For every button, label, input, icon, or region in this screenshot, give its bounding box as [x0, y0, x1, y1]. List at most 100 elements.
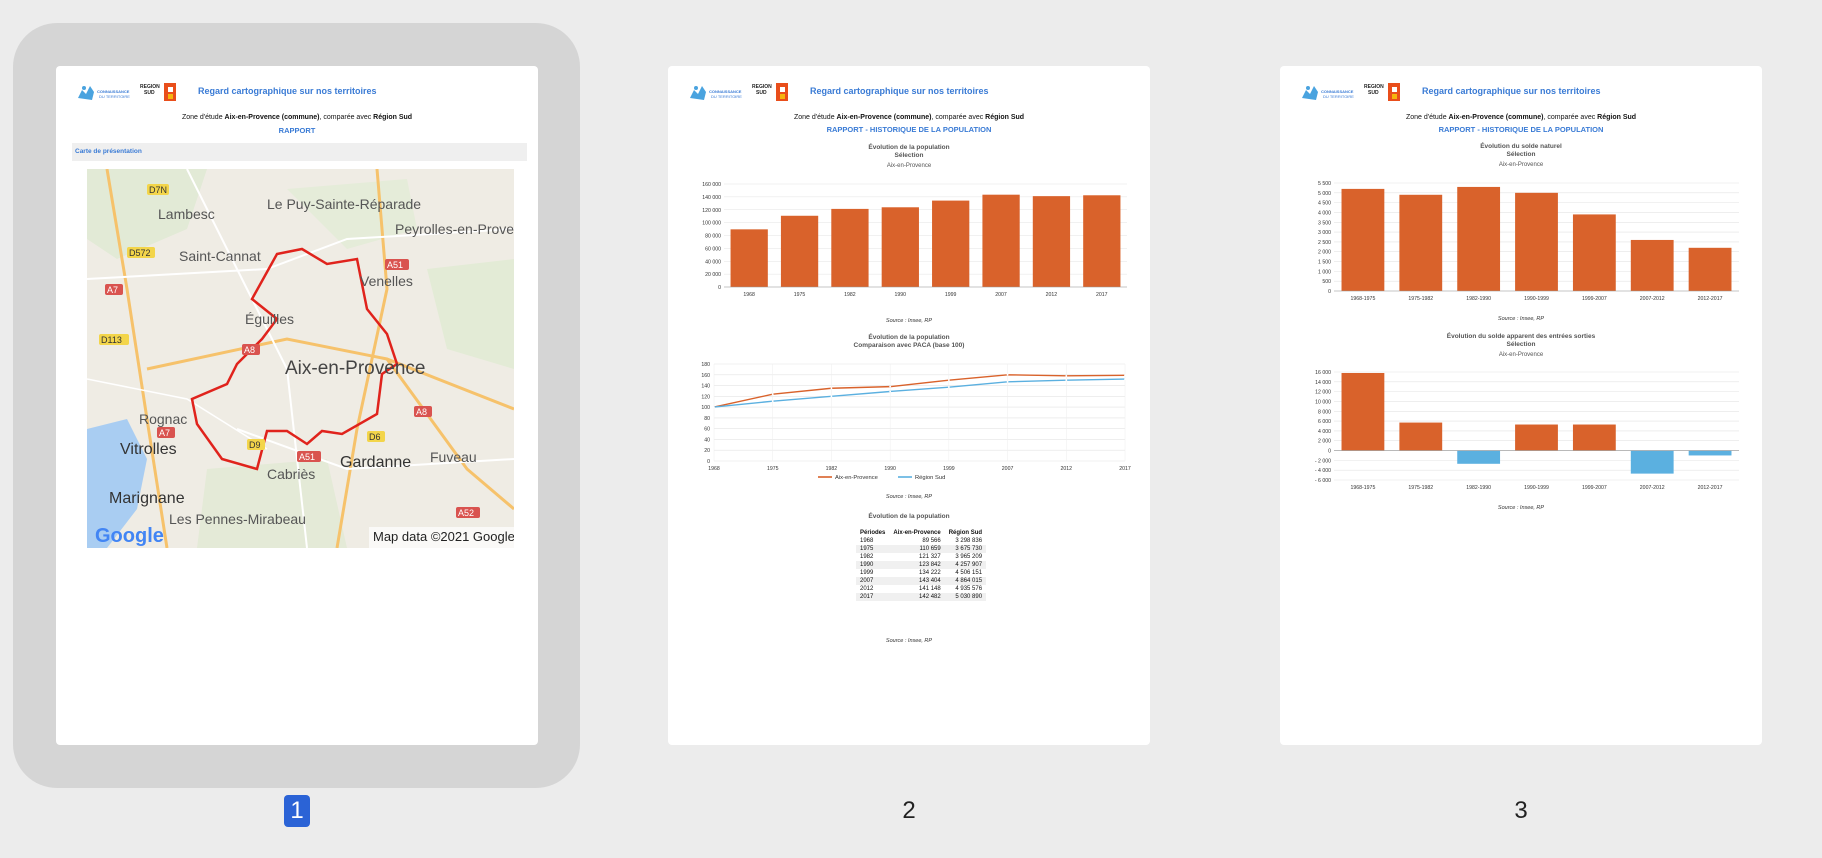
x-tick-label: 1990-1999	[1524, 296, 1549, 302]
x-tick-label: 1982-1990	[1466, 296, 1491, 302]
y-tick-label: 6 000	[1318, 419, 1331, 425]
series-point	[771, 400, 774, 403]
y-tick-label: 14 000	[1315, 380, 1331, 386]
chart-title: Évolution de la population	[868, 334, 950, 341]
x-tick-label: 1999-2007	[1582, 485, 1607, 491]
table-cell: 5 030 890	[944, 593, 987, 601]
chart-subtitle: Sélection	[1506, 341, 1536, 348]
svg-text:SUD: SUD	[1368, 90, 1379, 96]
bar	[1688, 450, 1732, 456]
y-tick-label: 160 000	[702, 182, 721, 188]
population-bar-chart: 0 20 000 40 000 60 000 80 000 100 000 120 000 1…	[702, 182, 1127, 298]
y-tick-label: - 4 000	[1315, 468, 1331, 474]
bar	[1457, 450, 1501, 464]
y-tick-label: 140	[701, 384, 710, 390]
bar	[1341, 188, 1385, 291]
table-header: Région Sud	[948, 530, 983, 536]
map-place-labels: Lambesc Le Puy-Sainte-Réparade Saint-Can…	[109, 196, 514, 527]
table-row: 1999 134 222 4 506 151	[856, 569, 986, 577]
series-point	[1006, 373, 1009, 376]
svg-text:Marignane: Marignane	[109, 490, 185, 507]
y-tick-label: 2 000	[1318, 439, 1331, 445]
region-sud-logo: REGION SUD	[752, 83, 788, 101]
page-thumbnail-1[interactable]: CONNAISSANCE DU TERRITOIRE REGION SUD Re…	[56, 66, 538, 745]
svg-text:A51: A51	[299, 452, 315, 462]
y-tick-label: 2 000	[1318, 250, 1331, 256]
svg-text:CONNAISSANCE: CONNAISSANCE	[709, 89, 742, 94]
y-tick-label: 0	[1328, 449, 1331, 455]
table-cell: 4 257 907	[944, 561, 987, 569]
chart-subtitle: Sélection	[1506, 151, 1536, 158]
series-point	[947, 386, 950, 389]
map-canvas: D7N D572 A7 A51 D113 A8 A8 A7 D9 D6 A51 …	[87, 169, 514, 548]
report-subtitle: RAPPORT - HISTORIQUE DE LA POPULATION	[826, 125, 992, 134]
table-row: 1968 89 566 3 298 836	[856, 537, 986, 545]
chart-source: Source : Insee, RP	[885, 318, 933, 324]
svg-text:D113: D113	[101, 335, 122, 345]
x-tick-label: 2012	[1046, 292, 1058, 298]
x-tick-label: 2007-2012	[1640, 296, 1665, 302]
bar	[1515, 424, 1558, 451]
page-number-1[interactable]: 1	[284, 795, 310, 827]
chart-source: Source : Insee, RP	[1497, 505, 1545, 511]
x-tick-label: 1975-1982	[1408, 296, 1433, 302]
zone-commune: Aix-en-Provence (commune)	[836, 114, 932, 121]
y-tick-label: 500	[1322, 279, 1331, 285]
y-tick-label: 1 500	[1318, 260, 1331, 266]
page-thumbnail-2[interactable]: CONNAISSANCE DU TERRITOIRE REGION SUD Re…	[668, 66, 1150, 745]
zone-middle: , comparée avec	[319, 114, 372, 121]
table-cell: 1982	[860, 554, 874, 560]
x-tick-label: 1990-1999	[1524, 485, 1549, 491]
chart-place: Aix-en-Provence	[1498, 352, 1544, 358]
page-number-2[interactable]: 2	[902, 797, 916, 824]
svg-text:CONNAISSANCE: CONNAISSANCE	[97, 89, 130, 94]
svg-text:REGION: REGION	[140, 84, 160, 90]
table-cell: 2017	[856, 593, 890, 601]
series-line	[713, 374, 1126, 408]
connaissance-territoire-logo: CONNAISSANCE DU TERRITOIRE	[1302, 86, 1354, 100]
svg-text:Saint-Cannat: Saint-Cannat	[179, 248, 261, 264]
series-point	[1124, 374, 1126, 377]
chart-source: Source : Insee, RP	[1497, 316, 1545, 322]
bar	[780, 215, 819, 287]
x-tick-label: 1999	[943, 466, 955, 472]
table-cell: 121 327	[919, 554, 941, 560]
chart-source: Source : Insee, RP	[885, 638, 933, 644]
bar	[982, 194, 1020, 287]
table-cell: 142 482	[889, 593, 945, 601]
connaissance-territoire-logo: CONNAISSANCE DU TERRITOIRE	[78, 86, 130, 100]
svg-text:SUD: SUD	[144, 90, 155, 96]
table-header: Aix-en-Provence	[893, 530, 941, 536]
series-point	[713, 406, 715, 409]
y-tick-label: 160	[701, 373, 710, 379]
table-row: 2017 142 482 5 030 890	[856, 593, 987, 601]
svg-text:REGION: REGION	[752, 84, 772, 90]
bar	[1572, 424, 1616, 451]
chart-subtitle: Comparaison avec PACA (base 100)	[853, 342, 965, 349]
svg-text:Venelles: Venelles	[360, 273, 413, 289]
table-title: Évolution de la population	[868, 513, 950, 520]
table-row: 1990 123 842 4 257 907	[856, 561, 987, 569]
report-subtitle: RAPPORT - HISTORIQUE DE LA POPULATION	[1438, 125, 1604, 134]
zone-prefix: Zone d'étude	[1405, 114, 1447, 121]
y-tick-label: 20	[704, 448, 710, 454]
svg-text:A7: A7	[159, 428, 170, 438]
report-header: CONNAISSANCE DU TERRITOIRE REGION SUD Re…	[1300, 80, 1740, 104]
page-thumbnail-3[interactable]: CONNAISSANCE DU TERRITOIRE REGION SUD Re…	[1280, 66, 1762, 745]
y-tick-label: 20 000	[705, 272, 721, 278]
migration-balance-bar-chart: - 6 000 - 4 000 - 2 000 0 2 000 4 000 6 000 8 0…	[1315, 370, 1739, 491]
svg-text:DU TERRITOIRE: DU TERRITOIRE	[99, 94, 130, 99]
series-point	[1065, 374, 1068, 377]
svg-text:Le Puy-Sainte-Réparade: Le Puy-Sainte-Réparade	[267, 196, 421, 212]
zone-region: Région Sud	[373, 114, 413, 121]
page-number-3[interactable]: 3	[1514, 797, 1528, 824]
y-tick-label: 4 000	[1318, 429, 1331, 435]
svg-text:DU TERRITOIRE: DU TERRITOIRE	[711, 94, 742, 99]
bar	[1457, 186, 1501, 291]
x-tick-label: 1968-1975	[1351, 485, 1376, 491]
zone-commune: Aix-en-Provence (commune)	[1448, 114, 1544, 121]
series-point	[1124, 378, 1126, 380]
population-table: Périodes Aix-en-Provence Région Sud 1968 89…	[856, 529, 987, 601]
table-cell: 3 965 209	[955, 554, 983, 560]
bar	[1399, 194, 1443, 291]
